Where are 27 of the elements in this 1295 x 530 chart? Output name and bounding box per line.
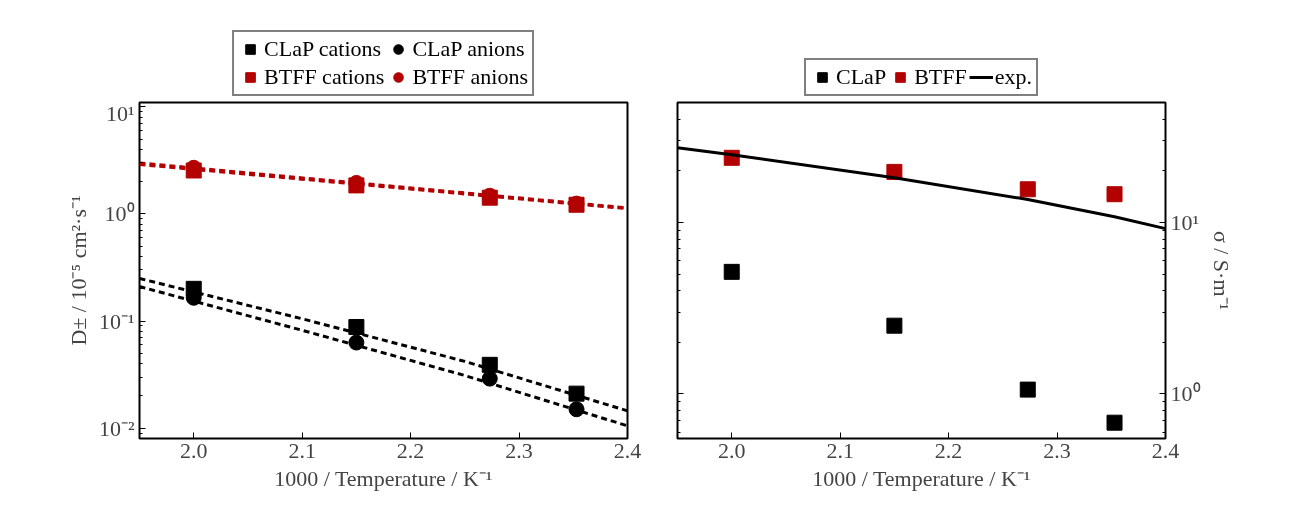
y-tick-label: 10⁰ [104, 201, 135, 227]
x-tick-label: 2.2 [934, 437, 963, 463]
x-tick-label: 2.3 [505, 437, 533, 463]
y-tick-label: 10⁻¹ [98, 308, 135, 334]
x-tick-label: 2.2 [396, 437, 425, 463]
x-tick-label: 2.0 [717, 437, 746, 463]
legend-label: CLaP [836, 64, 887, 90]
x-tick-label: 2.4 [613, 437, 642, 463]
legend-label: BTFF [914, 64, 967, 90]
y2-tick-label: 10¹ [1170, 209, 1200, 235]
x-tick-label: 2.3 [1043, 437, 1071, 463]
x-tick-label: 2.0 [179, 437, 208, 463]
x-axis-title: 1000 / Temperature / K⁻¹ [812, 465, 1031, 491]
x-tick-label: 2.1 [826, 437, 854, 463]
legend-label: exp. [994, 64, 1032, 90]
x-tick-label: 2.4 [1151, 437, 1180, 463]
y-tick-label: 10¹ [105, 100, 135, 126]
y2-axis-title: σ / S·m⁻¹ [1208, 230, 1234, 311]
legend-label: CLaP anions [412, 36, 525, 62]
y-tick-label: 10⁻² [98, 415, 135, 441]
x-tick-label: 2.1 [288, 437, 316, 463]
y-axis-title: D± / 10⁻⁵ cm²·s⁻¹ [65, 195, 91, 346]
y2-tick-label: 10⁰ [1170, 381, 1201, 407]
x-axis-title: 1000 / Temperature / K⁻¹ [274, 465, 493, 491]
legend-label: BTFF cations [264, 64, 385, 90]
legend-label: BTFF anions [412, 64, 528, 90]
legend-label: CLaP cations [264, 36, 382, 62]
